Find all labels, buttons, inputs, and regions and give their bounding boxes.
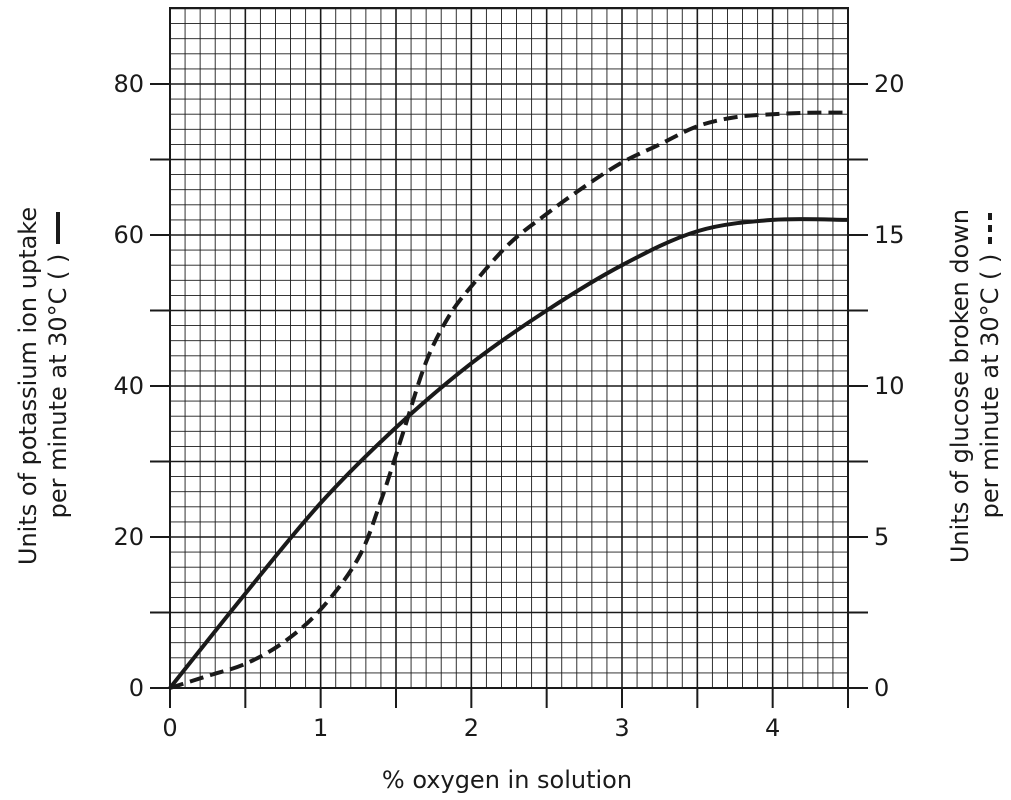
x-tick-label: 1 bbox=[313, 714, 328, 742]
major-grid bbox=[169, 7, 849, 689]
y-axis-right-title: Units of glucose broken down per minute … bbox=[946, 209, 1004, 563]
x-axis-title: % oxygen in solution bbox=[382, 766, 632, 794]
y-right-tick-label: 15 bbox=[874, 221, 905, 249]
y-left-tick-label: 80 bbox=[113, 70, 144, 98]
y-left-tick-label: 0 bbox=[129, 674, 144, 702]
y-right-tick-label: 5 bbox=[874, 523, 889, 551]
y-left-tick-label: 20 bbox=[113, 523, 144, 551]
y-axis-left-title-line-2: per minute at 30°C ( ) bbox=[44, 254, 72, 519]
y-axis-left-title-line-1: Units of potassium ion uptake bbox=[14, 207, 42, 565]
series-layer bbox=[168, 110, 849, 690]
y-right-tick-label: 20 bbox=[874, 70, 905, 98]
x-tick-label: 0 bbox=[162, 714, 177, 742]
minor-grid bbox=[170, 8, 848, 688]
y-axis-left-title: Units of potassium ion uptake per minute… bbox=[14, 207, 72, 565]
y-left-tick-label: 40 bbox=[113, 372, 144, 400]
y-right-tick-label: 10 bbox=[874, 372, 905, 400]
potassium-solid-series-line bbox=[168, 217, 849, 690]
x-tick-label: 2 bbox=[464, 714, 479, 742]
axis-ticks bbox=[150, 83, 868, 708]
y-axis-right-title-line-2: per minute at 30°C ( ) bbox=[976, 254, 1004, 519]
x-tick-label: 4 bbox=[765, 714, 780, 742]
y-axis-right-title-line-1: Units of glucose broken down bbox=[946, 209, 974, 563]
x-tick-label: 3 bbox=[614, 714, 629, 742]
glucose-dashed-series-line bbox=[169, 110, 849, 690]
y-left-tick-label: 60 bbox=[113, 221, 144, 249]
plot-frame bbox=[169, 7, 849, 689]
y-right-tick-label: 0 bbox=[874, 674, 889, 702]
